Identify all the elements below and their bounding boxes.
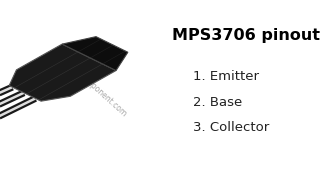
Text: 2. Base: 2. Base — [193, 96, 242, 109]
Text: el-component.com: el-component.com — [69, 64, 128, 119]
Text: 3. Collector: 3. Collector — [193, 121, 269, 134]
Polygon shape — [9, 44, 116, 101]
Text: MPS3706 pinout: MPS3706 pinout — [172, 28, 320, 43]
Polygon shape — [62, 37, 128, 71]
Text: 1. Emitter: 1. Emitter — [193, 70, 259, 83]
